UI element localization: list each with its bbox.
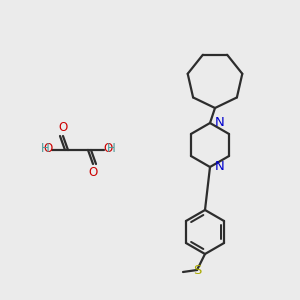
Text: N: N [215,160,225,173]
Text: H: H [106,142,116,155]
Text: N: N [215,116,225,130]
Text: O: O [88,166,98,179]
Text: S: S [193,263,201,277]
Text: O: O [58,121,68,134]
Text: H: H [40,142,50,155]
Text: O: O [44,142,53,155]
Text: O: O [103,142,112,155]
